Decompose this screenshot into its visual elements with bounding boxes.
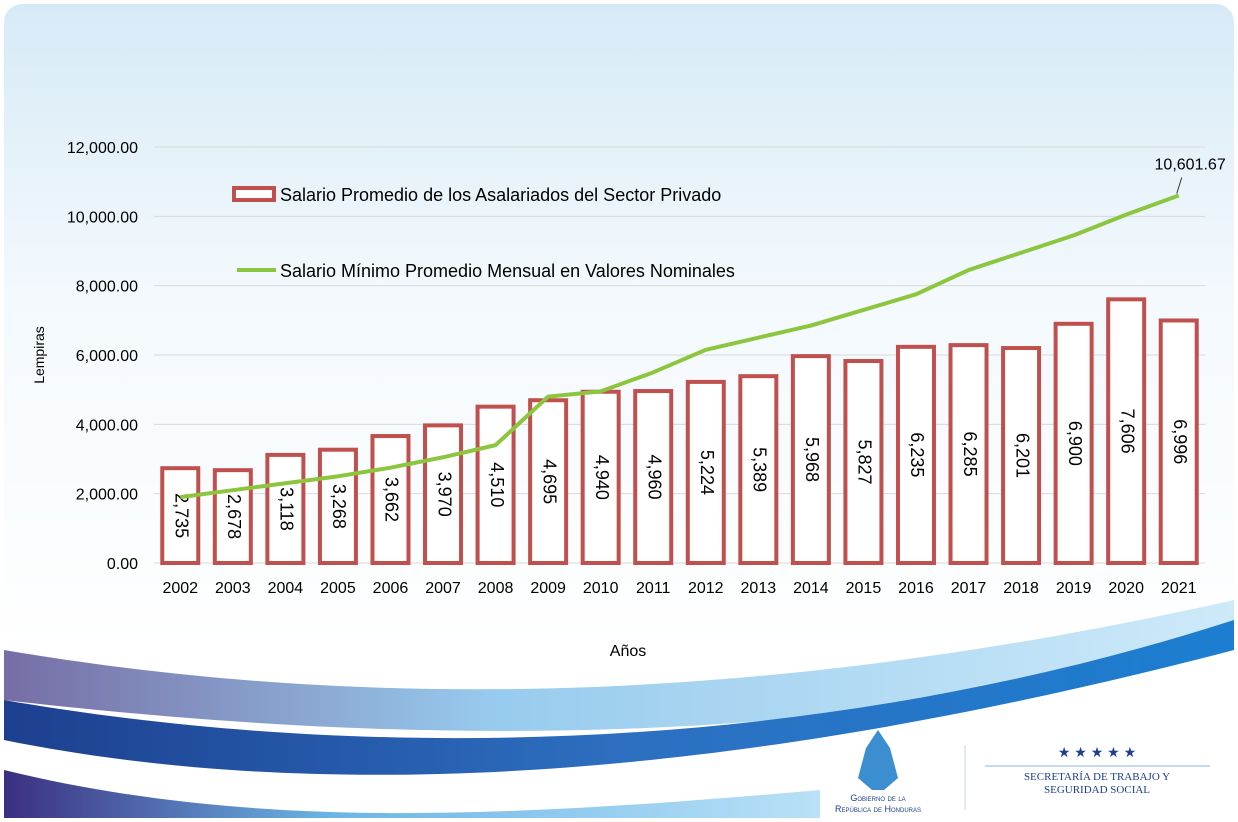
stars: ★ ★ ★ ★ ★: [1058, 744, 1136, 760]
data-label: 10,601.67: [1155, 156, 1226, 173]
data-label: 6,900: [1065, 421, 1085, 466]
x-tick-label: 2014: [793, 580, 829, 597]
y-tick-label: 0.00: [107, 556, 138, 573]
x-tick-label: 2013: [741, 580, 777, 597]
data-label: 6,235: [907, 432, 927, 477]
x-tick-label: 2017: [951, 580, 987, 597]
data-label: 6,285: [960, 432, 980, 477]
x-tick-label: 2019: [1056, 580, 1092, 597]
data-label: 2,678: [224, 494, 244, 539]
x-tick-label: 2015: [846, 580, 882, 597]
y-tick-label: 12,000.00: [67, 140, 138, 157]
legend-label: Salario Mínimo Promedio Mensual en Valor…: [280, 261, 735, 281]
x-tick-label: 2007: [425, 580, 461, 597]
x-tick-label: 2009: [530, 580, 566, 597]
x-tick-label: 2008: [478, 580, 514, 597]
data-label: 3,268: [329, 484, 349, 529]
x-tick-label: 2012: [688, 580, 724, 597]
data-label: 7,606: [1117, 409, 1137, 454]
data-label: 4,940: [592, 455, 612, 500]
x-tick-label: 2020: [1108, 580, 1144, 597]
brand-text: Gobierno de la: [850, 793, 905, 803]
y-tick-label: 4,000.00: [76, 417, 138, 434]
data-label: 5,968: [802, 437, 822, 482]
data-label: 4,695: [539, 459, 559, 504]
x-tick-label: 2018: [1003, 580, 1039, 597]
data-label: 6,201: [1012, 433, 1032, 478]
brand-text: República de Honduras: [835, 804, 921, 814]
y-tick-label: 10,000.00: [67, 209, 138, 226]
legend-swatch: [234, 188, 274, 200]
legend-label: Salario Promedio de los Asalariados del …: [280, 185, 721, 205]
x-tick-label: 2006: [373, 580, 409, 597]
data-label: 3,970: [434, 472, 454, 517]
x-tick-label: 2005: [320, 580, 356, 597]
x-axis-label: Años: [610, 643, 646, 660]
chart: Gobierno de la República de Honduras ★ ★…: [0, 0, 1238, 822]
x-tick-label: 2010: [583, 580, 619, 597]
y-tick-label: 2,000.00: [76, 487, 138, 504]
x-tick-label: 2011: [636, 580, 671, 597]
brand-text: Seguridad Social: [1044, 784, 1150, 796]
data-label: 4,510: [487, 462, 507, 507]
data-label: 2,735: [172, 493, 192, 538]
data-label: 5,827: [855, 439, 875, 484]
y-tick-label: 8,000.00: [76, 279, 138, 296]
data-label: 6,996: [1170, 419, 1190, 464]
data-label: 5,224: [697, 450, 717, 495]
brand-text: Secretaría de Trabajo y: [1024, 771, 1170, 783]
y-axis-label: Lempiras: [31, 326, 47, 384]
x-tick-label: 2021: [1161, 580, 1197, 597]
y-tick-label: 6,000.00: [76, 348, 138, 365]
x-tick-label: 2004: [268, 580, 304, 597]
data-label: 5,389: [750, 447, 770, 492]
data-label: 4,960: [644, 455, 664, 500]
data-label: 3,662: [382, 477, 402, 522]
x-tick-label: 2003: [215, 580, 251, 597]
x-tick-label: 2016: [898, 580, 934, 597]
data-label: 3,118: [277, 487, 297, 531]
x-tick-label: 2002: [162, 580, 198, 597]
